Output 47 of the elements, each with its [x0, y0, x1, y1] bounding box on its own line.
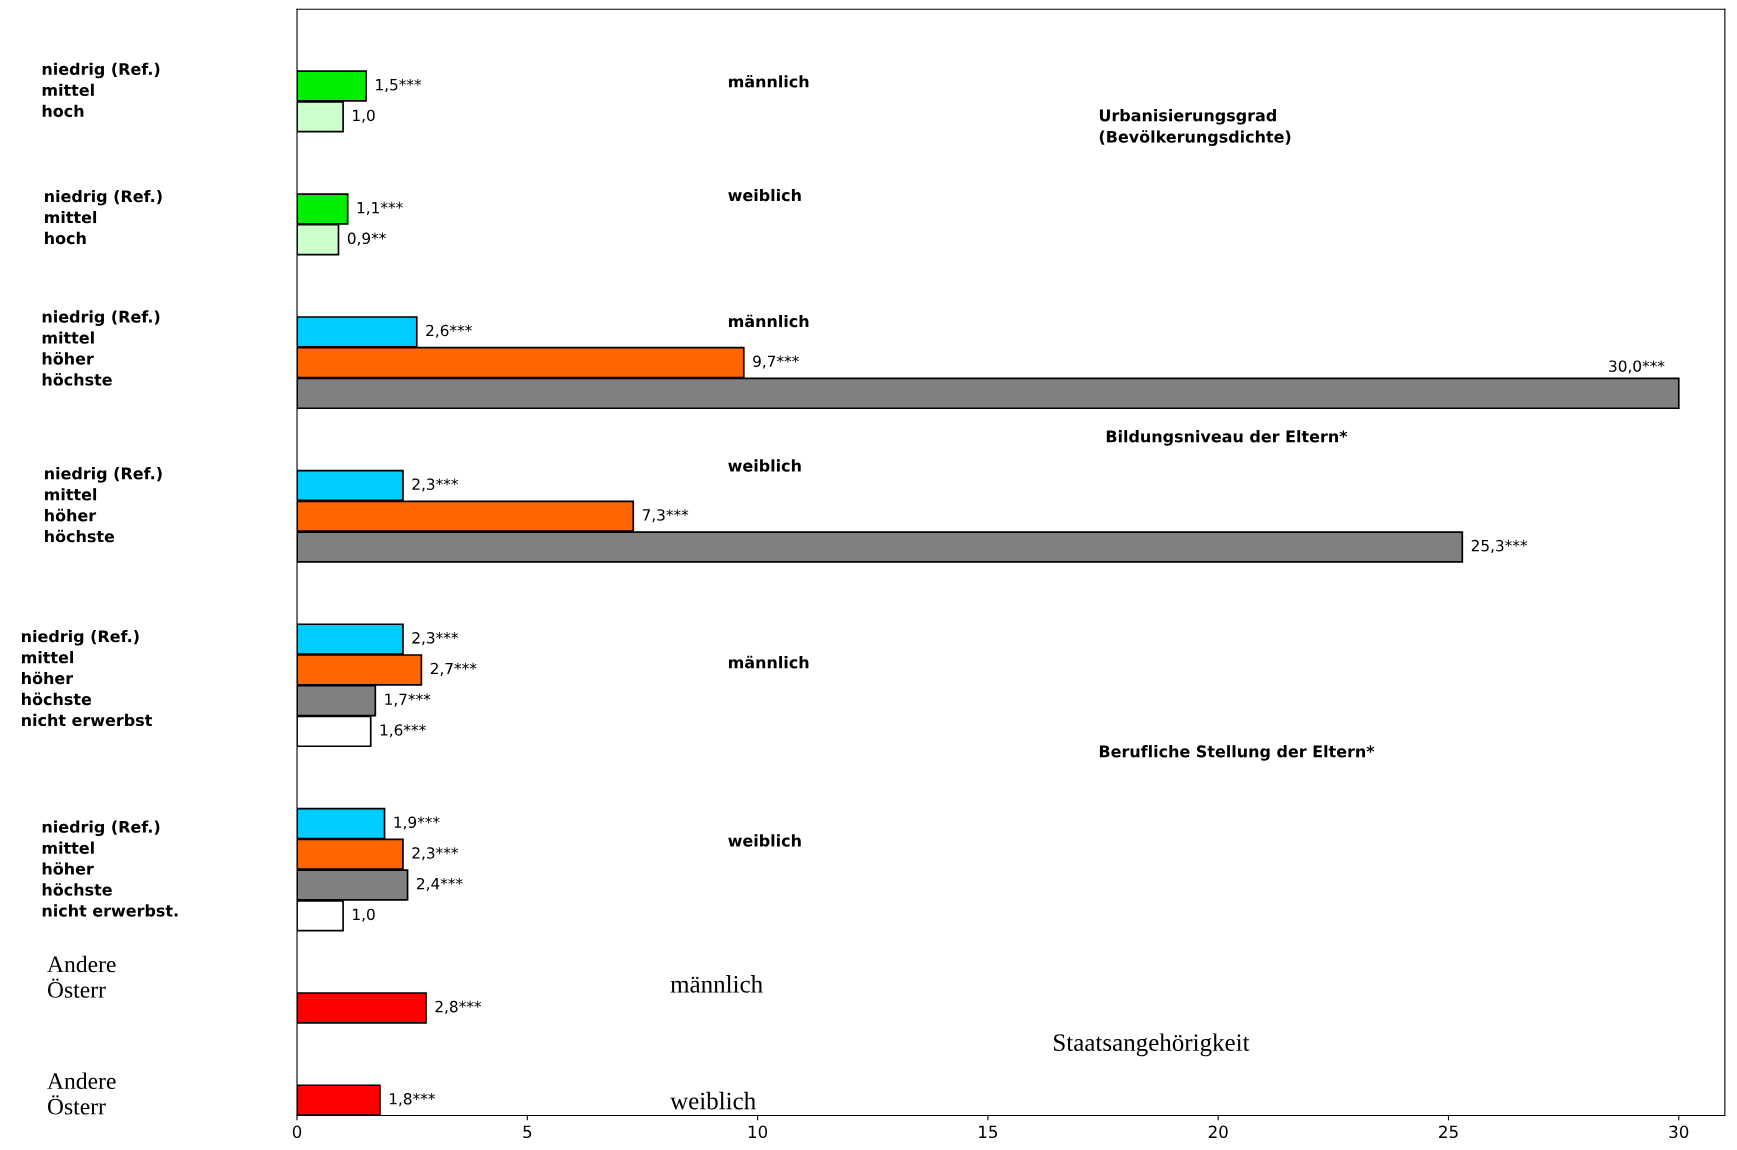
annotation: Urbanisierungsgrad (Bevölkerungsdichte) — [1099, 109, 1291, 146]
annotation: weiblich — [728, 459, 801, 472]
x-tick-label: 5 — [523, 1125, 532, 1139]
annotation: männlich — [670, 975, 763, 993]
data-label: 1,0 — [353, 908, 375, 922]
x-tick-label: 25 — [1439, 1125, 1458, 1139]
annotation: weiblich — [728, 834, 801, 847]
data-label: 1,1*** — [357, 201, 403, 215]
data-label: 1,8*** — [389, 1093, 436, 1107]
annotation: männlich — [729, 75, 809, 88]
data-label: 2,3*** — [412, 847, 459, 861]
data-label: 2,3*** — [412, 478, 459, 492]
text: niedrig (Ref.) mittel höher höchste nicht erwerbst. — [42, 820, 178, 917]
data-label: 7,3*** — [642, 509, 689, 523]
x-tick-label: 30 — [1669, 1125, 1689, 1139]
x-tick-label: 10 — [748, 1125, 768, 1139]
text: niedrig (Ref.) mittel hoch — [42, 62, 160, 117]
x-tick-label: 0 — [292, 1125, 302, 1139]
text: niedrig (Ref.) mittel höher höchste — [42, 310, 160, 386]
data-label: 2,4*** — [417, 877, 463, 892]
annotation: männlich — [729, 314, 809, 328]
data-label: 0,9** — [347, 232, 386, 246]
annotation: Berufliche Stellung der Eltern* — [1099, 745, 1375, 761]
x-tick-label: 15 — [979, 1125, 998, 1139]
data-label: 2,3*** — [412, 632, 459, 646]
data-label: 9,7*** — [753, 355, 799, 369]
annotation: Staatsangehörigkeit — [1054, 1033, 1250, 1057]
annotation: weiblich — [728, 188, 801, 202]
text: niedrig (Ref.) mittel höher höchste — [45, 467, 162, 543]
data-label: 1,0 — [353, 109, 375, 123]
annotation: männlich — [729, 655, 809, 669]
x-tick-label: 20 — [1208, 1125, 1228, 1139]
data-label: 2,8*** — [435, 1000, 482, 1014]
data-label: 25,3*** — [1471, 539, 1528, 553]
text: Andere Österr — [47, 955, 116, 998]
annotation: weiblich — [670, 1091, 756, 1110]
data-label: 2,6*** — [426, 324, 472, 338]
text: Andere Österr — [47, 1072, 116, 1115]
data-label: 1,5*** — [376, 78, 422, 93]
data-label: 30,0*** — [1609, 360, 1665, 374]
annotation: Bildungsniveau der Eltern* — [1106, 430, 1348, 446]
text: niedrig (Ref.) mittel hoch — [45, 189, 162, 245]
data-label: 1,6*** — [380, 724, 426, 738]
data-label: 2,7*** — [430, 662, 477, 676]
data-label: 1,9*** — [394, 816, 440, 830]
data-label: 1,7*** — [385, 693, 431, 707]
text: niedrig (Ref.) mittel höher höchste nicht erwerbst — [22, 629, 152, 727]
